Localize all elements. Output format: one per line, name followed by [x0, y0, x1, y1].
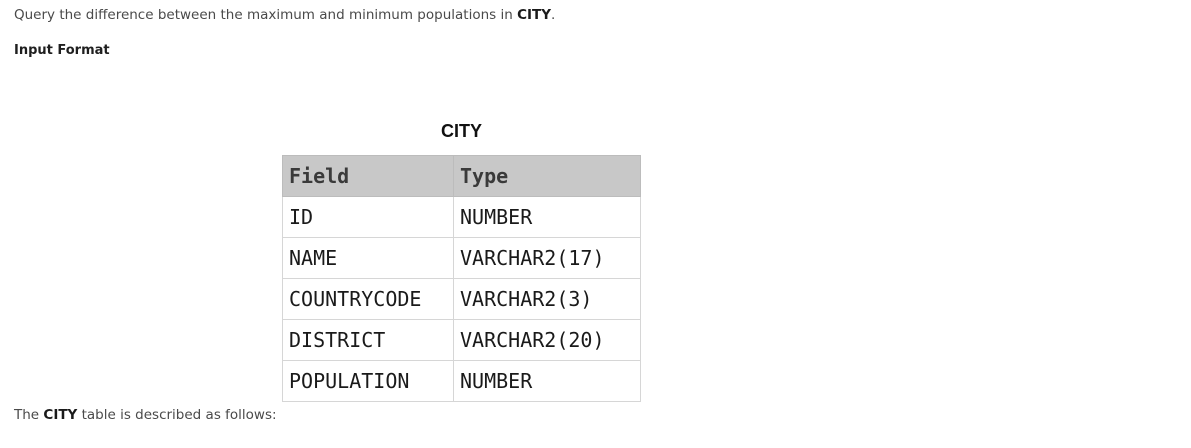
- header-type: Type: [453, 155, 641, 197]
- field-cell: DISTRICT: [282, 319, 454, 361]
- field-cell: POPULATION: [282, 360, 454, 402]
- description-table-name: CITY: [43, 407, 78, 423]
- field-cell: COUNTRYCODE: [282, 278, 454, 320]
- type-cell: VARCHAR2(17): [453, 237, 641, 279]
- type-cell: NUMBER: [453, 360, 641, 402]
- problem-table-name: CITY: [517, 7, 551, 23]
- input-format-heading: Input Format: [14, 43, 110, 58]
- description-prefix: The: [14, 407, 44, 423]
- table-row: ID NUMBER: [282, 196, 641, 238]
- description-suffix: table is described as follows:: [77, 407, 277, 423]
- type-cell: VARCHAR2(3): [453, 278, 641, 320]
- field-cell: NAME: [282, 237, 454, 279]
- table-row: POPULATION NUMBER: [282, 360, 641, 402]
- problem-suffix: .: [550, 7, 556, 23]
- table-row: DISTRICT VARCHAR2(20): [282, 319, 641, 361]
- city-schema-table: Field Type ID NUMBER NAME VARCHAR2(17) C…: [282, 155, 641, 402]
- type-cell: NUMBER: [453, 196, 641, 238]
- table-description: The CITY table is described as follows:: [14, 406, 277, 424]
- type-cell: VARCHAR2(20): [453, 319, 641, 361]
- schema-table-caption: CITY: [440, 121, 482, 141]
- table-row: COUNTRYCODE VARCHAR2(3): [282, 278, 641, 320]
- problem-statement: Query the difference between the maximum…: [14, 6, 555, 24]
- header-field: Field: [282, 155, 454, 197]
- table-row: NAME VARCHAR2(17): [282, 237, 641, 279]
- table-header-row: Field Type: [282, 155, 641, 197]
- field-cell: ID: [282, 196, 454, 238]
- problem-prefix: Query the difference between the maximum…: [14, 7, 518, 23]
